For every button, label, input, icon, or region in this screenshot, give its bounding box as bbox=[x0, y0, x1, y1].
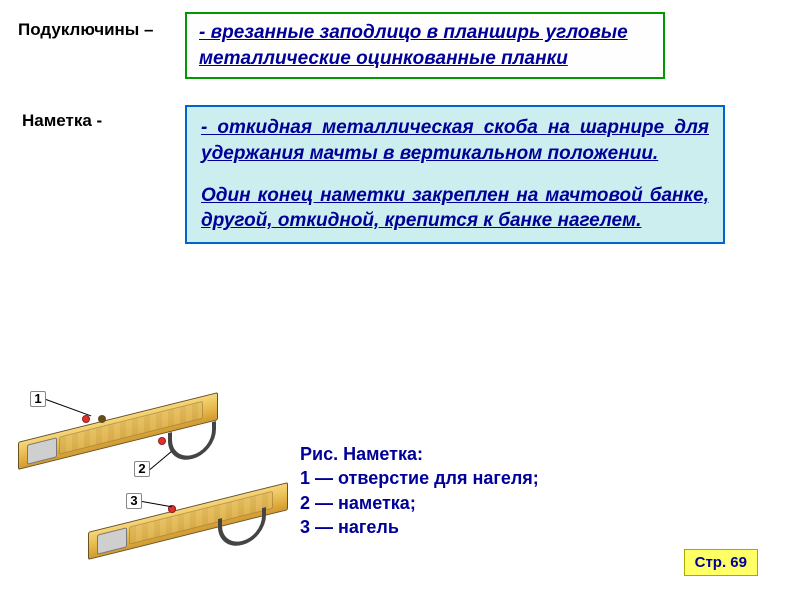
metal-plate-icon bbox=[27, 437, 57, 464]
spacer bbox=[201, 167, 709, 183]
definition-row-2: Наметка - - откидная металлическая скоба… bbox=[0, 105, 800, 244]
term-poduklyuchiny: Подуключины – bbox=[0, 12, 185, 40]
definition-row-1: Подуключины – - врезанные заподлицо в пл… bbox=[0, 12, 800, 79]
figure-item-2: 2 — наметка; bbox=[300, 491, 600, 515]
callout-lead bbox=[46, 399, 91, 416]
figure-illustration: 1 2 3 bbox=[18, 377, 298, 587]
callout-2: 2 bbox=[134, 461, 150, 477]
callout-1: 1 bbox=[30, 391, 46, 407]
definition-nametka-p2: Один конец наметки закреплен на мачтовой… bbox=[201, 183, 709, 234]
figure-item-3: 3 — нагель bbox=[300, 515, 600, 539]
figure-title: Рис. Наметка: bbox=[300, 442, 600, 466]
callout-3: 3 bbox=[126, 493, 142, 509]
metal-plate-icon bbox=[97, 527, 127, 554]
figure-item-1: 1 — отверстие для нагеля; bbox=[300, 466, 600, 490]
red-dot-1 bbox=[82, 415, 90, 423]
definition-nametka-p1: - откидная металлическая скоба на шарнир… bbox=[201, 115, 709, 166]
definition-box-poduklyuchiny: - врезанные заподлицо в планширь угловые… bbox=[185, 12, 665, 79]
red-dot-2 bbox=[158, 437, 166, 445]
callout-lead bbox=[150, 451, 172, 470]
callout-lead bbox=[142, 501, 172, 507]
figure-caption: Рис. Наметка: 1 — отверстие для нагеля; … bbox=[300, 442, 600, 539]
term-nametka: Наметка - bbox=[0, 105, 185, 131]
plank-hole bbox=[98, 415, 106, 423]
definition-box-nametka: - откидная металлическая скоба на шарнир… bbox=[185, 105, 725, 244]
page-reference-badge: Стр. 69 bbox=[684, 549, 758, 576]
